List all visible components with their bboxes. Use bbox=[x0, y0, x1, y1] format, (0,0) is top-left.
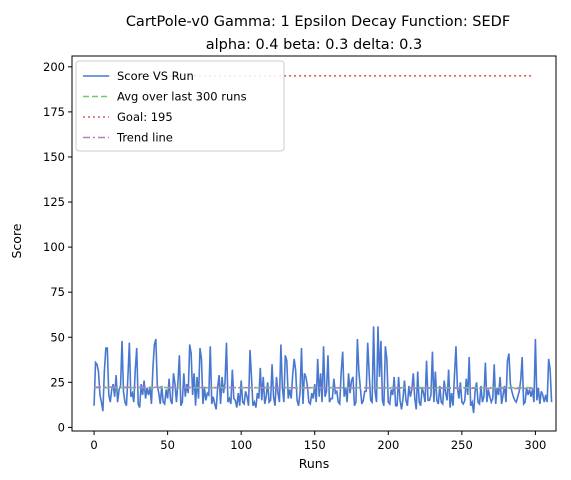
x-tick-label: 300 bbox=[524, 438, 546, 452]
chart-subtitle: alpha: 0.4 beta: 0.3 delta: 0.3 bbox=[206, 37, 423, 53]
y-tick-label: 175 bbox=[43, 105, 65, 119]
y-axis-label: Score bbox=[9, 223, 24, 258]
y-tick-label: 0 bbox=[58, 420, 65, 434]
legend-label: Goal: 195 bbox=[117, 110, 173, 124]
x-axis-label: Runs bbox=[299, 456, 329, 471]
x-tick-label: 0 bbox=[90, 438, 97, 452]
y-tick-label: 100 bbox=[43, 240, 65, 254]
y-tick-label: 75 bbox=[50, 285, 65, 299]
series-line-score-vs-run bbox=[94, 326, 552, 413]
y-tick-label: 150 bbox=[43, 150, 65, 164]
x-tick-label: 50 bbox=[160, 438, 175, 452]
y-tick-label: 125 bbox=[43, 195, 65, 209]
x-tick-label: 150 bbox=[304, 438, 326, 452]
legend-label: Score VS Run bbox=[117, 69, 194, 83]
chart-title: CartPole-v0 Gamma: 1 Epsilon Decay Funct… bbox=[126, 14, 510, 30]
x-tick-label: 200 bbox=[377, 438, 399, 452]
y-tick-label: 25 bbox=[50, 375, 65, 389]
x-tick-label: 250 bbox=[451, 438, 473, 452]
y-tick-label: 200 bbox=[43, 60, 65, 74]
x-tick-label: 100 bbox=[230, 438, 252, 452]
legend-label: Avg over last 300 runs bbox=[117, 90, 247, 104]
legend: Score VS Run Avg over last 300 runs Goal: … bbox=[76, 61, 284, 151]
y-tick-label: 50 bbox=[50, 330, 65, 344]
legend-label: Trend line bbox=[116, 131, 173, 145]
